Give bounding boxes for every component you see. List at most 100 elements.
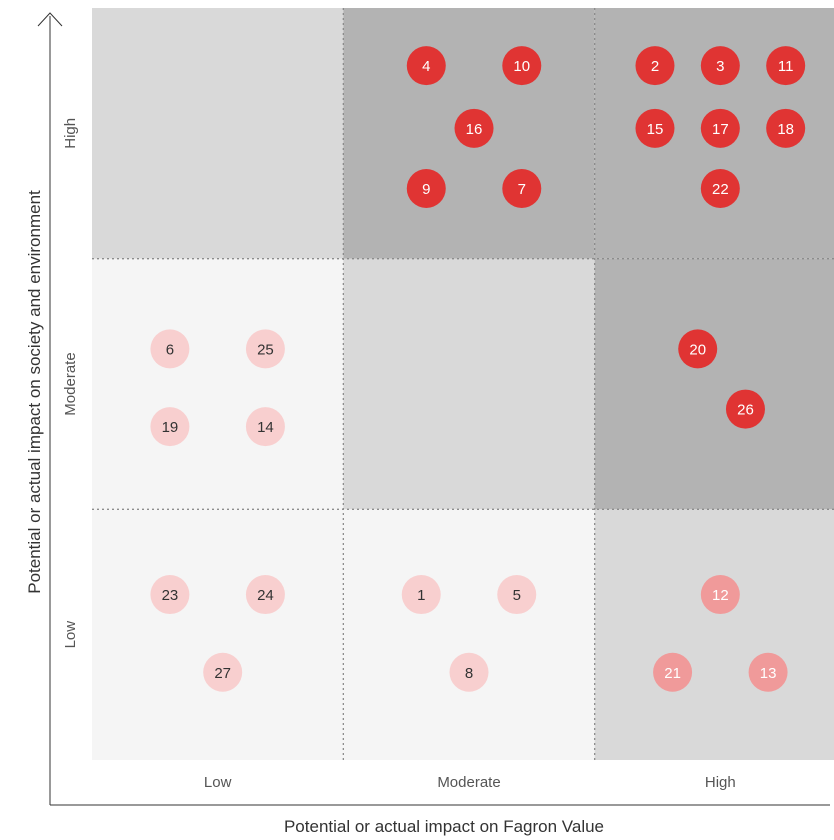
marker-10: 10 [502, 46, 542, 86]
marker-circle [766, 46, 806, 86]
cell-high-low [594, 509, 834, 760]
y-tick-label-low: Low [62, 621, 79, 649]
marker-label: 18 [777, 121, 794, 138]
marker-5: 5 [497, 575, 537, 615]
marker-label: 17 [712, 121, 729, 138]
marker-circle [245, 575, 285, 615]
marker-circle [653, 652, 693, 692]
marker-label: 20 [689, 341, 706, 358]
marker-12: 12 [700, 575, 740, 615]
marker-circle [245, 407, 285, 447]
marker-8: 8 [449, 652, 489, 692]
marker-21: 21 [653, 652, 693, 692]
marker-circle [406, 46, 446, 86]
marker-label: 23 [162, 587, 179, 604]
marker-label: 12 [712, 587, 729, 604]
marker-24: 24 [245, 575, 285, 615]
marker-9: 9 [406, 168, 446, 208]
marker-17: 17 [700, 108, 740, 148]
marker-label: 3 [716, 58, 724, 75]
marker-circle [700, 46, 740, 86]
marker-2: 2 [635, 46, 675, 86]
marker-label: 9 [422, 181, 430, 198]
x-tick-labels: Low Moderate High [204, 774, 736, 791]
matrix-gridlines [92, 8, 834, 760]
marker-circle [635, 108, 675, 148]
marker-label: 24 [257, 587, 274, 604]
marker-26: 26 [725, 389, 765, 429]
marker-circle [725, 389, 765, 429]
marker-label: 13 [760, 665, 777, 682]
marker-label: 15 [647, 121, 664, 138]
cell-high-moderate [594, 258, 834, 510]
marker-label: 4 [422, 58, 430, 75]
marker-7: 7 [502, 168, 542, 208]
marker-label: 6 [166, 341, 174, 358]
marker-label: 27 [214, 665, 231, 682]
marker-label: 26 [737, 402, 754, 419]
x-tick-label-moderate: Moderate [437, 774, 500, 791]
x-axis-title: Potential or actual impact on Fagron Val… [284, 817, 604, 836]
marker-label: 19 [162, 419, 179, 436]
marker-16: 16 [454, 108, 494, 148]
marker-1: 1 [401, 575, 441, 615]
x-tick-label-low: Low [204, 774, 232, 791]
x-tick-label-high: High [705, 774, 736, 791]
marker-23: 23 [150, 575, 190, 615]
y-tick-labels: Low Moderate High [62, 118, 79, 649]
marker-circle [245, 329, 285, 369]
marker-11: 11 [766, 46, 806, 86]
marker-15: 15 [635, 108, 675, 148]
marker-label: 14 [257, 419, 274, 436]
marker-18: 18 [766, 108, 806, 148]
marker-3: 3 [700, 46, 740, 86]
marker-circle [635, 46, 675, 86]
marker-label: 7 [518, 181, 526, 198]
marker-20: 20 [678, 329, 718, 369]
marker-circle [401, 575, 441, 615]
marker-circle [449, 652, 489, 692]
marker-22: 22 [700, 168, 740, 208]
marker-label: 21 [664, 665, 681, 682]
marker-circle [497, 575, 537, 615]
y-tick-label-high: High [62, 118, 79, 149]
marker-label: 10 [513, 58, 530, 75]
cell-low-moderate [92, 258, 344, 510]
marker-circle [502, 46, 542, 86]
marker-13: 13 [748, 652, 788, 692]
marker-label: 1 [417, 587, 425, 604]
y-axis-arrow-icon [37, 12, 63, 27]
y-tick-label-moderate: Moderate [62, 352, 79, 415]
cell-low-low [92, 509, 344, 760]
cell-moderate-low [343, 509, 595, 760]
marker-circle [150, 575, 190, 615]
marker-14: 14 [245, 407, 285, 447]
matrix-cells [92, 8, 834, 760]
marker-circle [700, 575, 740, 615]
marker-label: 5 [513, 587, 521, 604]
marker-circle [406, 168, 446, 208]
marker-19: 19 [150, 407, 190, 447]
marker-label: 16 [466, 121, 483, 138]
cell-moderate-moderate [343, 258, 595, 510]
cell-low-high [92, 8, 344, 259]
marker-25: 25 [245, 329, 285, 369]
marker-label: 2 [651, 58, 659, 75]
marker-circle [150, 329, 190, 369]
marker-circle [700, 108, 740, 148]
axes [37, 12, 830, 806]
y-axis-title: Potential or actual impact on society an… [25, 190, 44, 594]
marker-circle [454, 108, 494, 148]
marker-label: 25 [257, 341, 274, 358]
marker-label: 11 [778, 58, 794, 75]
marker-27: 27 [203, 652, 243, 692]
marker-circle [150, 407, 190, 447]
marker-label: 22 [712, 181, 729, 198]
marker-circle [700, 168, 740, 208]
marker-circle [678, 329, 718, 369]
marker-circle [502, 168, 542, 208]
marker-circle [766, 108, 806, 148]
marker-4: 4 [406, 46, 446, 86]
